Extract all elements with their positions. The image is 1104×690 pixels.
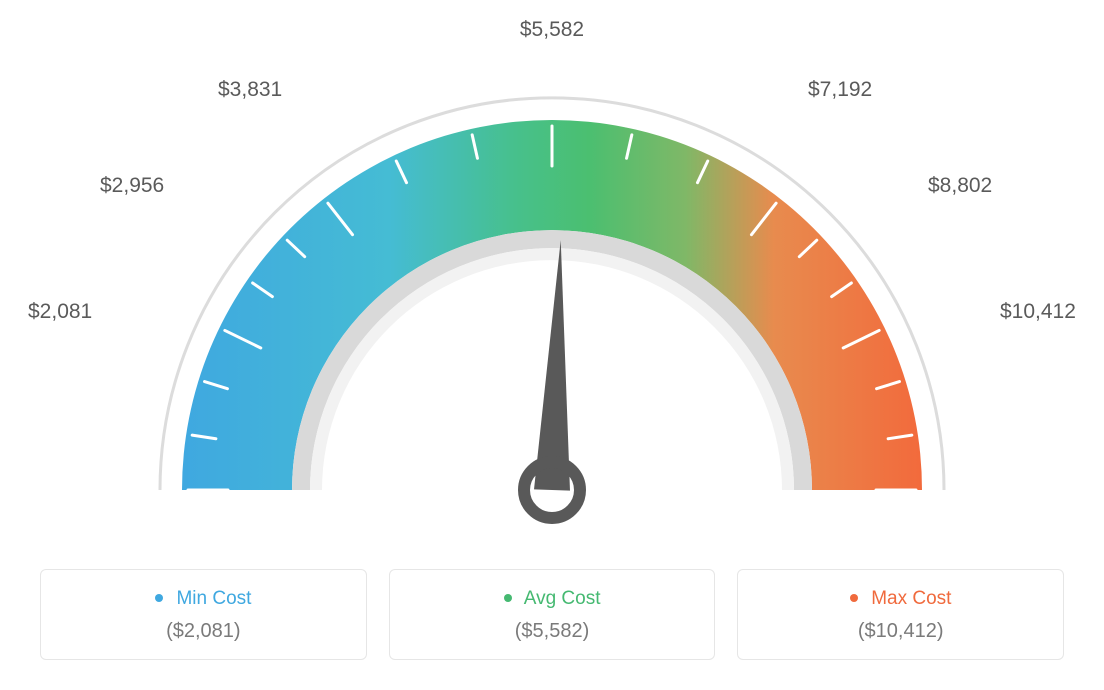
card-max-value: ($10,412) (748, 620, 1053, 643)
gauge-svg (72, 30, 1032, 550)
gauge-tick-label: $8,802 (928, 174, 992, 198)
summary-cards: Min Cost ($2,081) Avg Cost ($5,582) Max … (0, 569, 1104, 660)
dot-icon (155, 594, 163, 602)
card-max-title: Max Cost (748, 588, 1053, 610)
card-min-cost: Min Cost ($2,081) (40, 569, 367, 660)
chart-root: $2,081 $2,956 $3,831 $5,582 $7,192 $8,802 $10,… (0, 0, 1104, 690)
gauge-tick-label: $2,081 (28, 300, 92, 324)
gauge-area: $2,081 $2,956 $3,831 $5,582 $7,192 $8,802 $10,… (0, 0, 1104, 540)
gauge-tick-label: $2,956 (100, 174, 164, 198)
dot-icon (850, 594, 858, 602)
card-avg-title: Avg Cost (400, 588, 705, 610)
gauge-tick-label: $5,582 (520, 18, 584, 42)
card-min-label: Min Cost (176, 588, 251, 609)
gauge-tick-label: $10,412 (1000, 300, 1076, 324)
card-avg-label: Avg Cost (524, 588, 601, 609)
card-avg-cost: Avg Cost ($5,582) (389, 569, 716, 660)
dot-icon (504, 594, 512, 602)
card-avg-value: ($5,582) (400, 620, 705, 643)
gauge-tick-label: $7,192 (808, 78, 872, 102)
card-max-cost: Max Cost ($10,412) (737, 569, 1064, 660)
card-max-label: Max Cost (871, 588, 951, 609)
gauge-tick-label: $3,831 (218, 78, 282, 102)
card-min-title: Min Cost (51, 588, 356, 610)
card-min-value: ($2,081) (51, 620, 356, 643)
